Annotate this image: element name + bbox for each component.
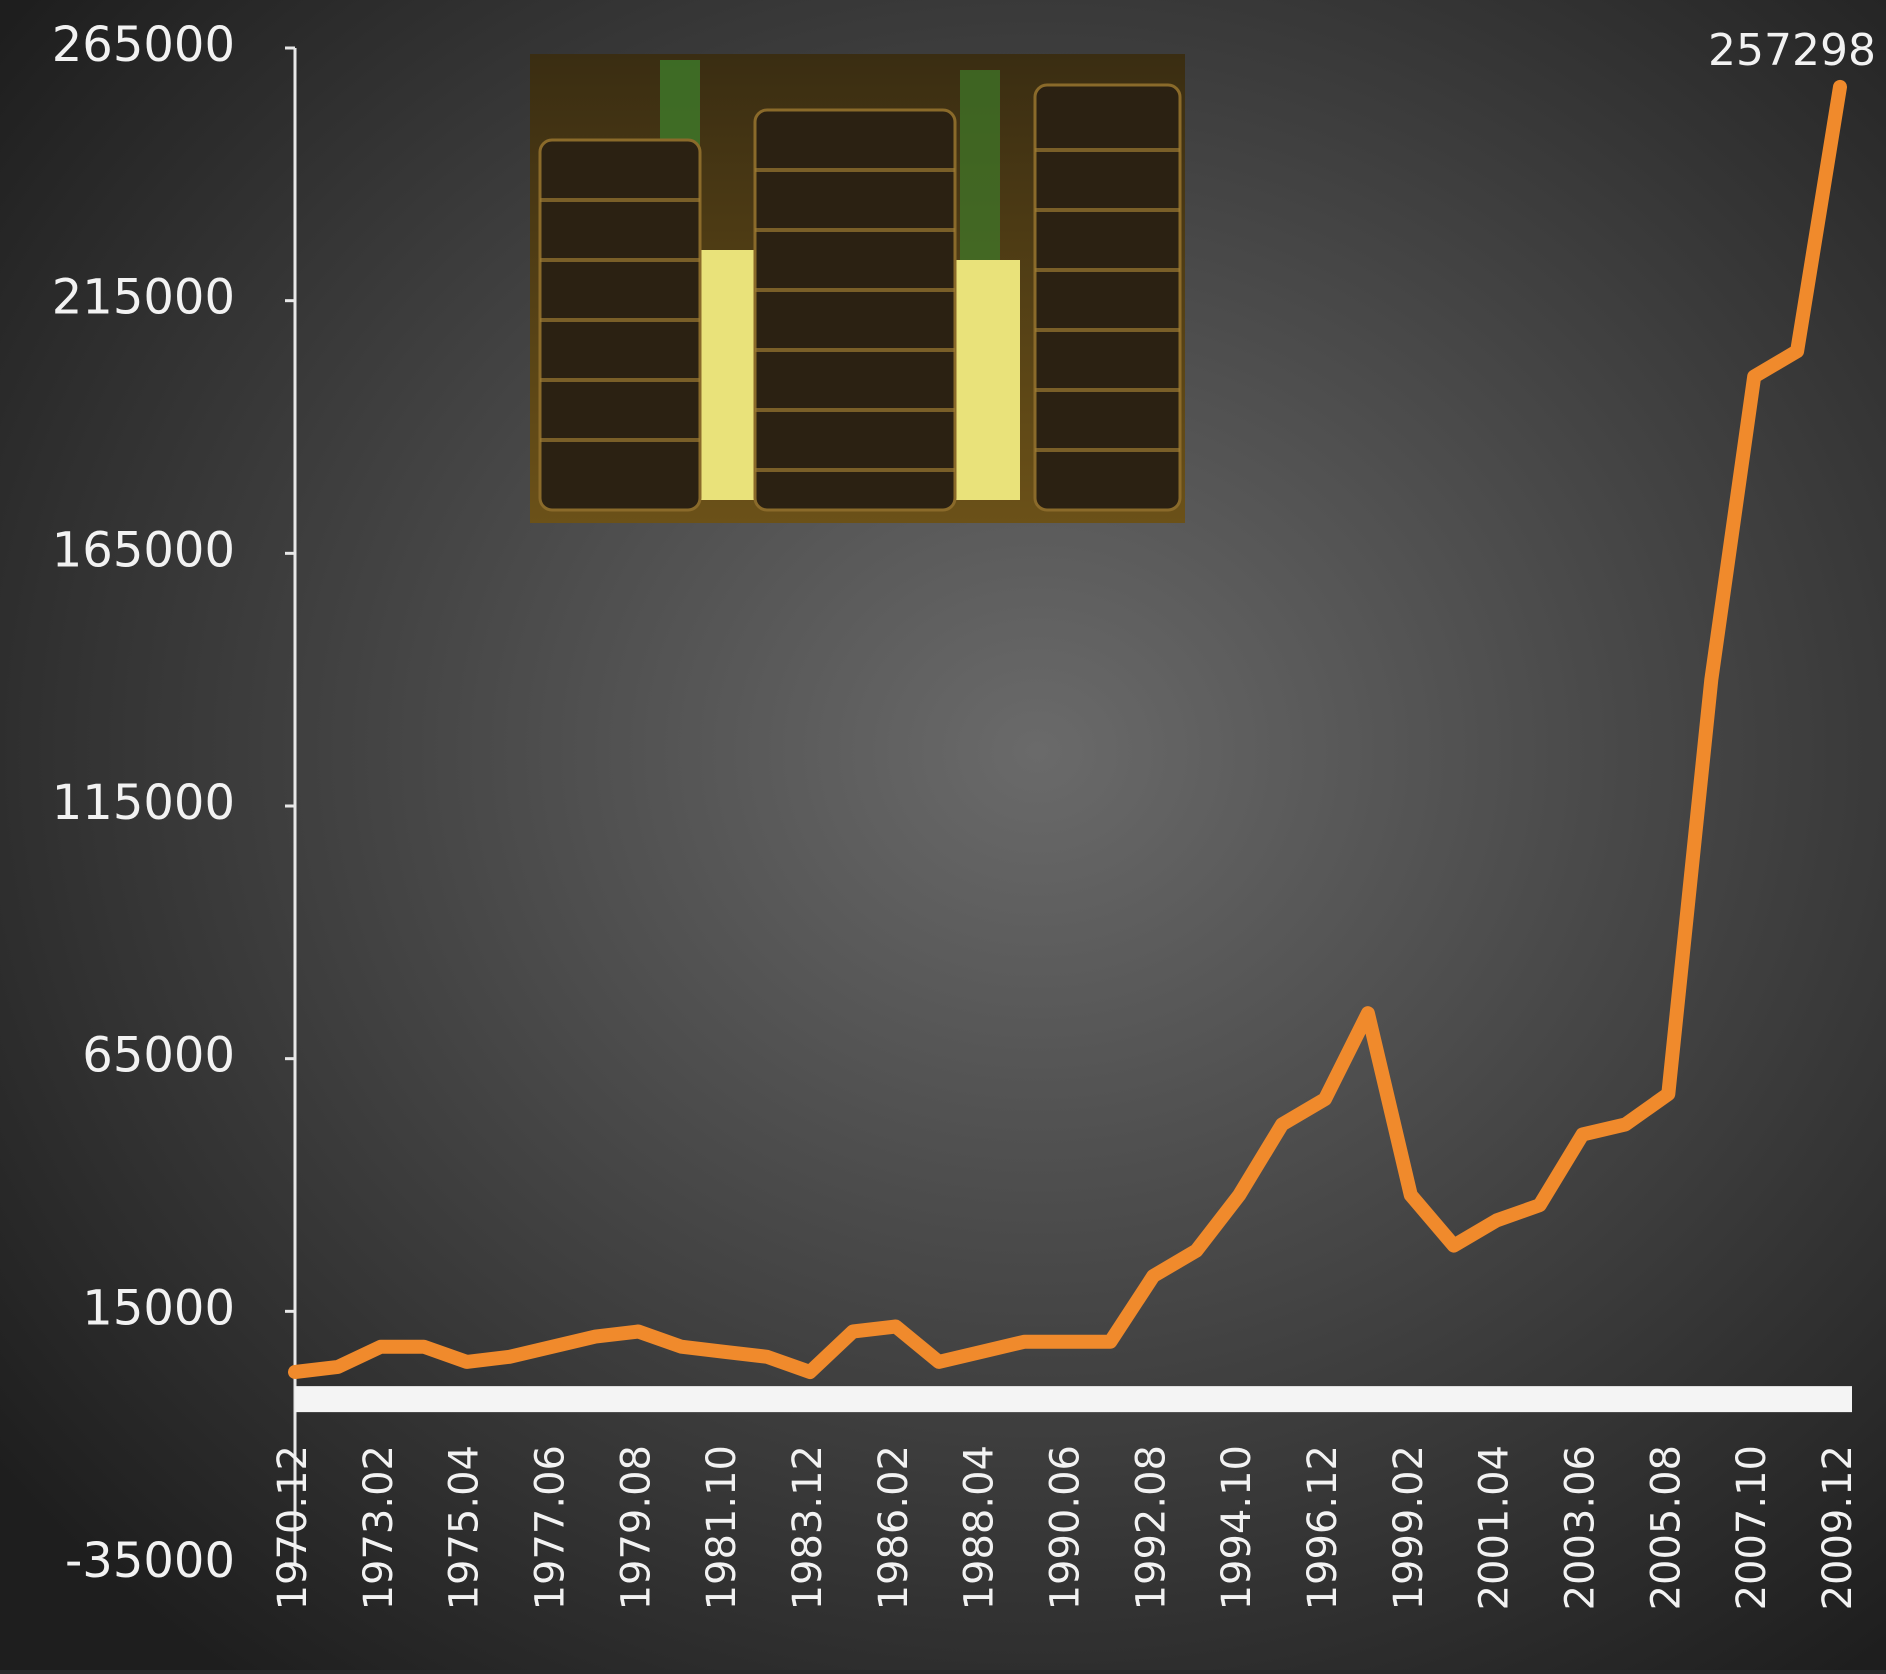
- x-tick-label: 1979.08: [613, 1445, 659, 1610]
- x-tick-label: 2005.08: [1643, 1445, 1689, 1610]
- data-label: 257298: [1708, 25, 1876, 76]
- x-tick-label: 2009.12: [1815, 1445, 1861, 1610]
- x-tick-label: 2007.10: [1729, 1445, 1775, 1610]
- y-tick-label: 265000: [52, 17, 235, 73]
- x-tick-label: 1999.02: [1386, 1445, 1432, 1610]
- x-tick-label: 1975.04: [442, 1445, 488, 1610]
- x-tick-label: 1983.12: [785, 1445, 831, 1610]
- x-tick-label: 2003.06: [1558, 1445, 1604, 1610]
- y-tick-label: 165000: [52, 522, 235, 578]
- x-tick-label: 1970.12: [270, 1445, 316, 1610]
- x-tick-label: 1994.10: [1214, 1445, 1260, 1610]
- x-tick-label: 1981.10: [699, 1445, 745, 1610]
- y-tick-label: 215000: [52, 270, 235, 326]
- x-tick-label: 1990.06: [1043, 1445, 1089, 1610]
- x-tick-label: 1996.12: [1300, 1445, 1346, 1610]
- x-tick-label: 1973.02: [356, 1445, 402, 1610]
- x-tick-label: 1992.08: [1128, 1445, 1174, 1610]
- y-tick-label: 65000: [82, 1028, 235, 1084]
- y-tick-label: -35000: [65, 1533, 235, 1589]
- x-tick-label: 1977.06: [528, 1445, 574, 1610]
- x-tick-label: 1988.04: [957, 1445, 1003, 1610]
- coin-photo: [530, 54, 1185, 523]
- y-tick-label: 115000: [52, 775, 235, 831]
- x-tick-label: 2001.04: [1472, 1445, 1518, 1610]
- x-tick-label: 1986.02: [871, 1445, 917, 1610]
- y-tick-label: 15000: [82, 1280, 235, 1336]
- data-line: [288, 79, 1847, 1379]
